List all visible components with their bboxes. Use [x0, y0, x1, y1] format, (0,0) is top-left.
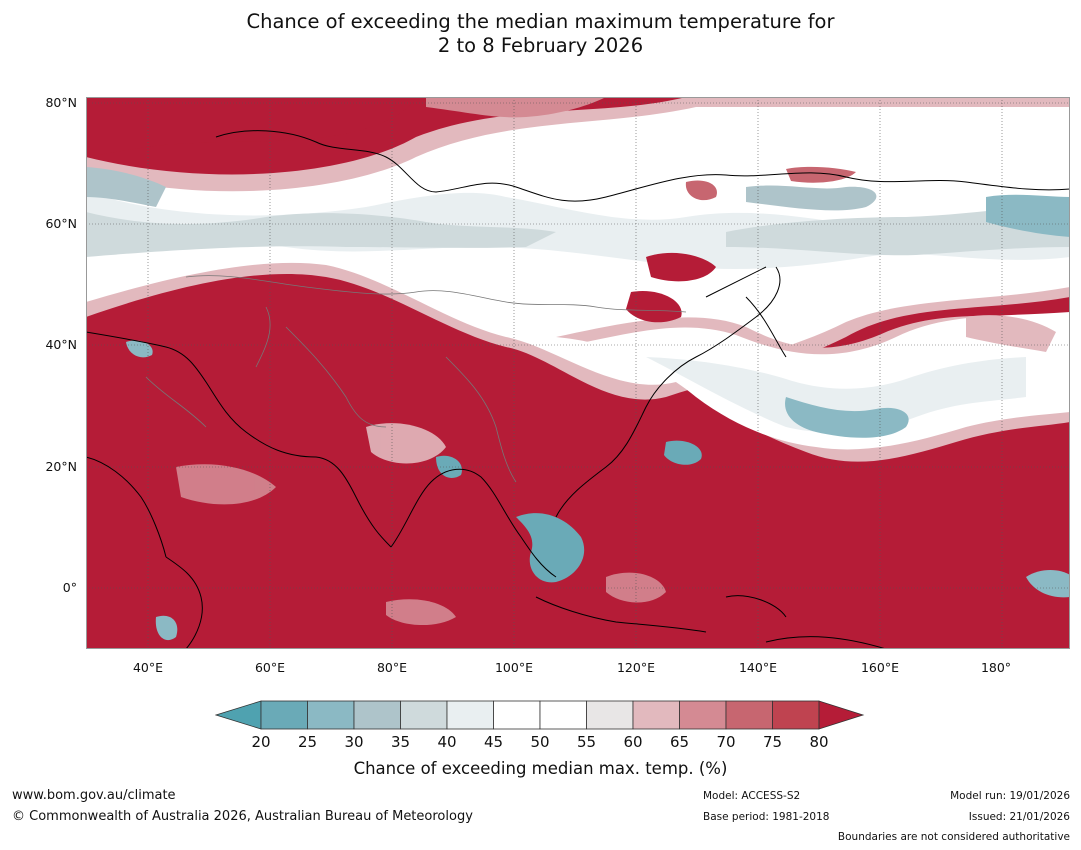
lon-label-140e: 140°E	[738, 660, 777, 675]
lon-label-80e: 80°E	[376, 660, 408, 675]
footer-model-run: Model run: 19/01/2026	[950, 790, 1070, 802]
colorbar-tick-label: 45	[483, 733, 504, 751]
footer-issued: Issued: 21/01/2026	[968, 811, 1070, 823]
graticule	[86, 97, 1070, 649]
colorbar-tick-label: 40	[437, 733, 457, 751]
colorbar-segment	[493, 700, 541, 730]
map-frame	[86, 97, 1070, 649]
footer-disclaimer: Boundaries are not considered authoritat…	[837, 831, 1070, 843]
title-line-2: 2 to 8 February 2026	[437, 34, 644, 57]
country-boundaries	[145, 275, 687, 483]
colorbar	[215, 700, 865, 730]
lon-label-120e: 120°E	[616, 660, 655, 675]
lat-label-80n: 80°N	[45, 95, 77, 110]
colorbar-tick-label: 70	[716, 733, 736, 751]
hot-region-north	[86, 97, 856, 323]
footer-base-period: Base period: 1981-2018	[703, 811, 830, 823]
colorbar-segment	[446, 700, 494, 730]
colorbar-tick-label: 65	[669, 733, 690, 751]
colorbar-segment	[772, 700, 820, 730]
cool-region-southeast-asia	[126, 340, 1070, 641]
colorbar-segment	[353, 700, 401, 730]
neutral-region-pacific	[556, 312, 1070, 465]
lat-label-0: 0°	[62, 580, 77, 595]
colorbar-tick-label: 50	[530, 733, 550, 751]
lat-label-40n: 40°N	[45, 337, 77, 352]
map-canvas	[86, 97, 1070, 649]
warm-patches	[176, 423, 666, 626]
coastlines	[86, 130, 1070, 649]
lon-label-60e: 60°E	[254, 660, 286, 675]
colorbar-tick-label: 55	[576, 733, 597, 751]
chart-title: Chance of exceeding the median maximum t…	[0, 10, 1081, 58]
colorbar-tick-label: 20	[251, 733, 271, 751]
colorbar-tick-label: 60	[623, 733, 643, 751]
colorbar-tick-label: 25	[297, 733, 318, 751]
colorbar-segment	[539, 700, 587, 730]
colorbar-segment	[400, 700, 448, 730]
colorbar-tick-label: 75	[762, 733, 783, 751]
colorbar-segment	[260, 700, 308, 730]
colorbar-segment	[586, 700, 634, 730]
probability-map	[86, 97, 1070, 649]
footer-copyright: © Commonwealth of Australia 2026, Austra…	[12, 809, 473, 824]
colorbar-segment	[632, 700, 680, 730]
footer-model: Model: ACCESS-S2	[703, 790, 801, 802]
colorbar-segment	[307, 700, 355, 730]
lon-label-180: 180°	[980, 660, 1012, 675]
lon-label-100e: 100°E	[494, 660, 533, 675]
colorbar-caption: Chance of exceeding median max. temp. (%…	[353, 759, 728, 778]
lat-label-20n: 20°N	[45, 459, 77, 474]
colorbar-segment	[679, 700, 727, 730]
lon-label-160e: 160°E	[860, 660, 899, 675]
colorbar-extend-low	[215, 700, 262, 730]
colorbar-tick-label: 30	[344, 733, 364, 751]
colorbar-tick-label: 35	[390, 733, 411, 751]
lon-label-40e: 40°E	[132, 660, 164, 675]
colorbar-segment	[725, 700, 773, 730]
footer-website: www.bom.gov.au/climate	[12, 788, 176, 803]
lat-label-60n: 60°N	[45, 216, 77, 231]
colorbar-extend-high	[818, 700, 865, 730]
colorbar-tick-label: 80	[809, 733, 829, 751]
title-line-1: Chance of exceeding the median maximum t…	[246, 10, 835, 33]
